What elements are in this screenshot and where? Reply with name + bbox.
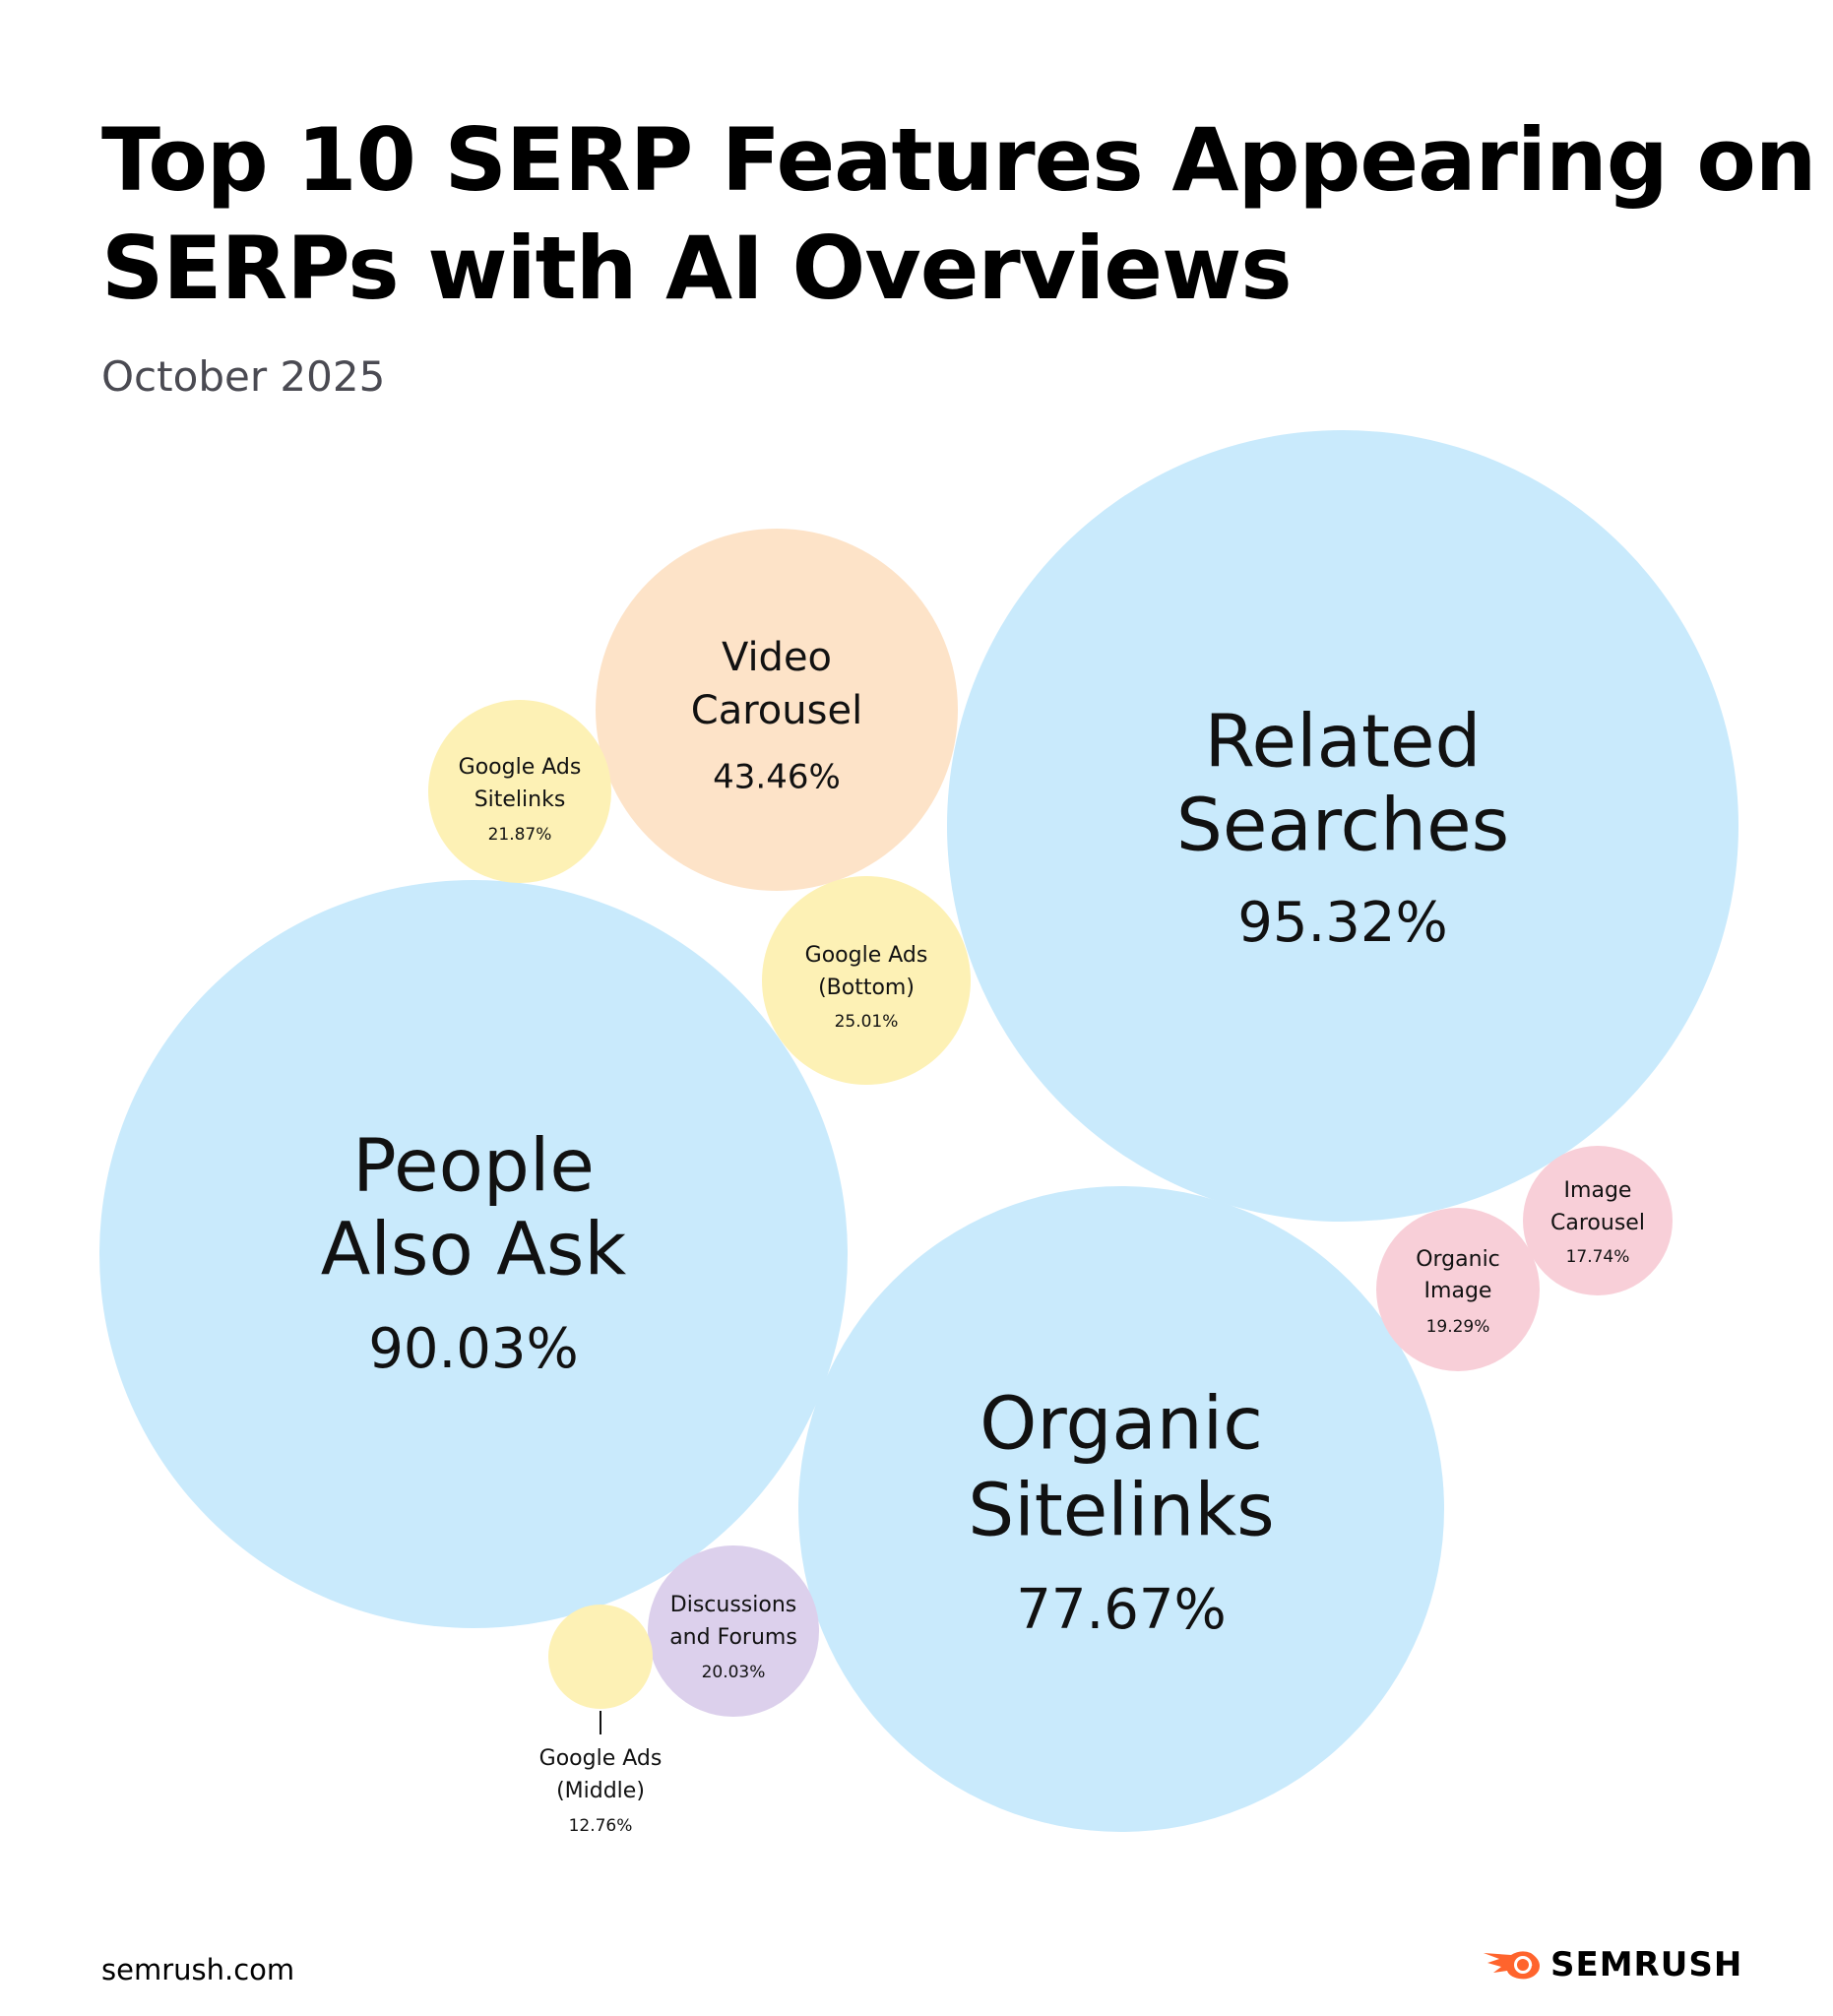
bubble-label: Carousel [1550, 1211, 1645, 1235]
bubble-group: Video Carousel 43.46% [596, 529, 958, 891]
bubble-label: Google Ads [459, 755, 582, 780]
bubble [1376, 1208, 1540, 1371]
bubble-label: Google Ads [805, 943, 928, 968]
bubble [648, 1545, 819, 1717]
bubble [947, 430, 1738, 1222]
bubble-value: 90.03% [368, 1317, 579, 1381]
bubble [99, 880, 848, 1628]
bubble [762, 876, 971, 1085]
bubble-label: Image [1424, 1279, 1492, 1303]
bubble-group: Google Ads Sitelinks 21.87% [428, 700, 611, 883]
bubble-label: (Middle) [556, 1779, 645, 1803]
bubble-label: Discussions [670, 1593, 796, 1617]
bubble-label: Video [722, 635, 832, 680]
chart-subtitle: October 2025 [101, 352, 386, 401]
bubble-label: Organic [980, 1382, 1263, 1467]
bubble-label: Organic [1416, 1247, 1500, 1272]
bubble-group: Image Carousel 17.74% [1523, 1146, 1673, 1295]
bubble-value: 17.74% [1566, 1247, 1630, 1267]
bubble [596, 529, 958, 891]
bubble-label: Also Ask [321, 1208, 627, 1292]
bubble [428, 700, 611, 883]
semrush-fireball-icon [1484, 1951, 1540, 1980]
bubble-label: Sitelinks [474, 788, 566, 812]
bubble-label: (Bottom) [818, 976, 915, 1000]
brand-name: SEMRUSH [1550, 1945, 1743, 1984]
bubble-label: Sitelinks [968, 1469, 1275, 1553]
bubble-label: Google Ads [539, 1746, 663, 1771]
bubble-value: 95.32% [1237, 891, 1448, 955]
bubble-label: Related [1204, 700, 1481, 785]
bubble-value: 20.03% [702, 1663, 766, 1682]
bubble-label: Carousel [691, 688, 862, 733]
bubble-group: Discussions and Forums 20.03% [648, 1545, 819, 1717]
bubble-value: 43.46% [713, 758, 841, 797]
chart-title: Top 10 SERP Features Appearing on SERPs … [101, 109, 1816, 319]
bubble-label: Image [1564, 1178, 1632, 1203]
bubble [1523, 1146, 1673, 1295]
bubble-group: Organic Image 19.29% [1376, 1208, 1540, 1371]
bubble [548, 1605, 653, 1709]
bubble-value: 25.01% [835, 1012, 899, 1032]
bubble-value: 12.76% [569, 1816, 633, 1836]
bubble-group: Google Ads (Bottom) 25.01% [762, 876, 971, 1085]
bubble-group: Google Ads (Middle) 12.76% [539, 1605, 663, 1836]
bubble-value: 19.29% [1426, 1317, 1490, 1337]
bubble-label: People [352, 1124, 595, 1209]
bubble-label: Searches [1176, 784, 1509, 868]
bubble-label: and Forums [669, 1625, 797, 1650]
source-url: semrush.com [101, 1953, 295, 1986]
bubble-value: 77.67% [1016, 1578, 1227, 1642]
bubble-value: 21.87% [488, 825, 552, 845]
bubble [798, 1186, 1444, 1832]
semrush-logo: SEMRUSH [1482, 1945, 1742, 1984]
